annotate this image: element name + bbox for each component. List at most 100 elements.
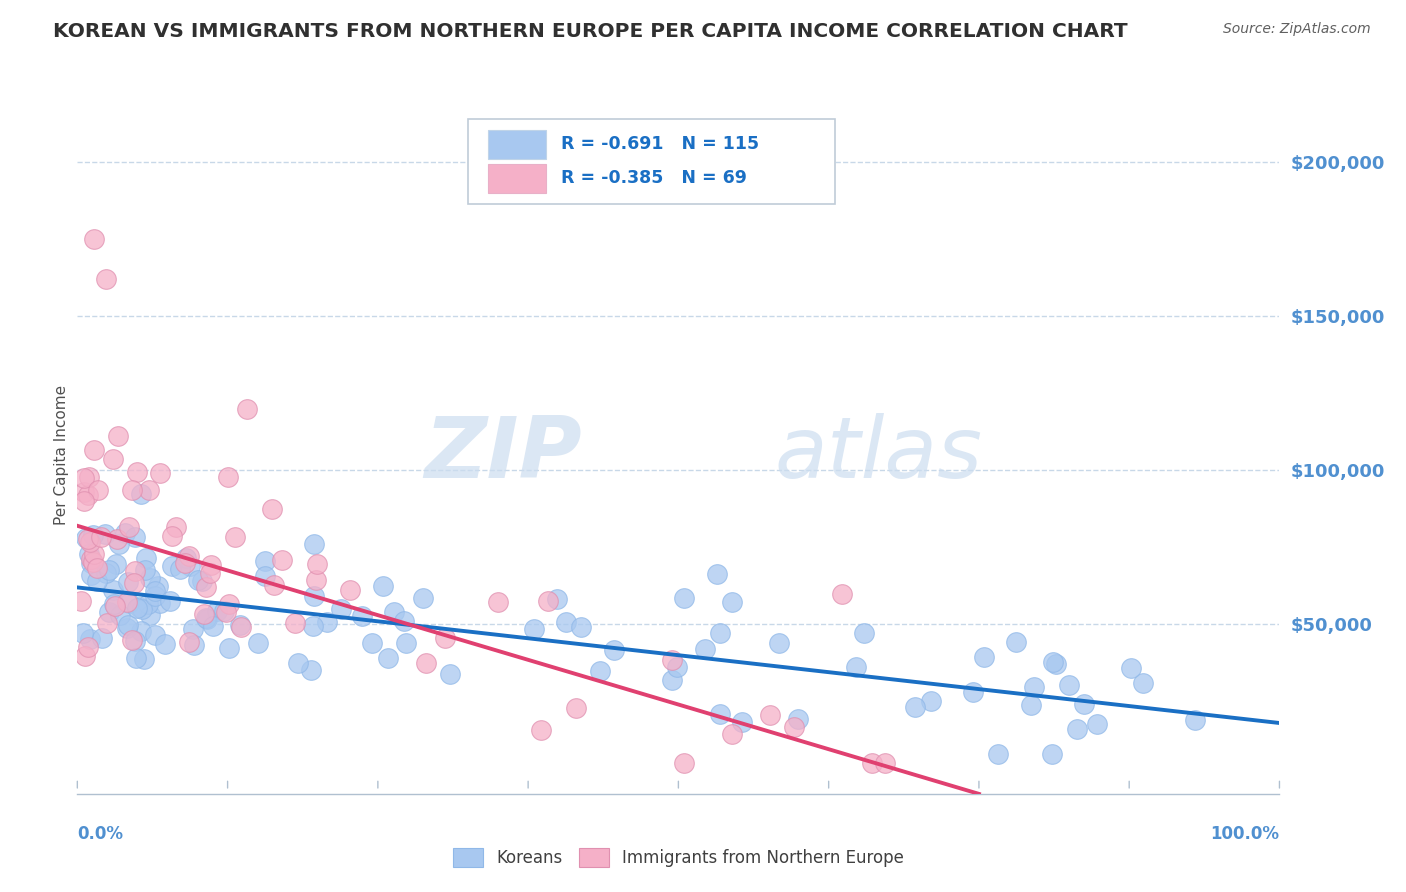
Point — [104, 599, 127, 614]
Point — [661, 652, 683, 666]
Point — [179, 558, 201, 573]
Point — [70, 594, 93, 608]
Point — [721, 595, 744, 609]
Point — [82, 555, 104, 569]
Point — [128, 600, 150, 615]
Point — [79, 567, 101, 582]
Point — [169, 562, 191, 576]
Point — [80, 551, 103, 566]
Point — [194, 611, 217, 625]
Point — [247, 636, 270, 650]
Point — [1040, 747, 1063, 761]
Point — [105, 557, 128, 571]
Point — [706, 567, 728, 582]
Point — [1066, 722, 1088, 736]
Point — [98, 563, 121, 577]
Point — [118, 520, 141, 534]
Point — [101, 452, 124, 467]
Point — [75, 531, 97, 545]
Text: ZIP: ZIP — [425, 413, 582, 497]
Point — [193, 607, 215, 621]
Point — [263, 578, 285, 592]
Text: KOREAN VS IMMIGRANTS FROM NORTHERN EUROPE PER CAPITA INCOME CORRELATION CHART: KOREAN VS IMMIGRANTS FROM NORTHERN EUROP… — [53, 22, 1128, 41]
Point — [860, 756, 883, 770]
Point — [165, 520, 187, 534]
Point — [176, 550, 198, 565]
Point — [962, 685, 984, 699]
Text: atlas: atlas — [775, 413, 983, 497]
Point — [136, 597, 159, 611]
Point — [97, 605, 120, 619]
Point — [121, 633, 143, 648]
Point — [382, 605, 405, 619]
Point — [212, 604, 235, 618]
Point — [202, 619, 225, 633]
Point — [661, 673, 683, 687]
Point — [131, 487, 153, 501]
Point — [720, 727, 742, 741]
Point — [284, 615, 307, 630]
Point — [304, 590, 326, 604]
Point — [329, 602, 352, 616]
Point — [118, 596, 141, 610]
Point — [235, 401, 257, 416]
Point — [131, 602, 153, 616]
FancyBboxPatch shape — [488, 164, 546, 193]
Point — [1057, 678, 1080, 692]
Point — [191, 574, 214, 588]
Point — [569, 620, 592, 634]
Point — [218, 641, 240, 656]
Point — [302, 536, 325, 550]
Point — [73, 493, 96, 508]
Text: Source: ZipAtlas.com: Source: ZipAtlas.com — [1223, 22, 1371, 37]
Point — [181, 622, 204, 636]
Point — [108, 537, 131, 551]
Point — [121, 483, 143, 498]
Point — [530, 723, 553, 738]
Point — [183, 638, 205, 652]
Point — [125, 651, 148, 665]
Point — [845, 660, 868, 674]
Point — [73, 471, 96, 485]
Point — [79, 632, 101, 647]
Point — [1184, 714, 1206, 728]
Point — [253, 554, 276, 568]
Point — [138, 483, 160, 497]
Point — [149, 596, 172, 610]
Point — [218, 598, 240, 612]
Point — [103, 597, 125, 611]
Legend: Koreans, Immigrants from Northern Europe: Koreans, Immigrants from Northern Europe — [446, 841, 911, 873]
Point — [96, 272, 118, 286]
Point — [231, 620, 253, 634]
Point — [564, 701, 586, 715]
Point — [665, 660, 688, 674]
Point — [200, 558, 222, 572]
Point — [83, 547, 105, 561]
Point — [305, 573, 328, 587]
Point — [439, 667, 461, 681]
Point — [82, 528, 104, 542]
Point — [1019, 698, 1042, 713]
Point — [108, 607, 131, 622]
Point — [224, 530, 246, 544]
Point — [307, 557, 329, 571]
Point — [177, 635, 200, 649]
Point — [115, 594, 138, 608]
Point — [132, 652, 155, 666]
Point — [124, 530, 146, 544]
Point — [1073, 697, 1095, 711]
Point — [205, 604, 228, 618]
Point — [315, 615, 337, 629]
Point — [79, 535, 101, 549]
Point — [160, 559, 183, 574]
Text: 100.0%: 100.0% — [1211, 825, 1279, 843]
Point — [159, 594, 181, 608]
Point — [149, 466, 172, 480]
Point — [139, 571, 162, 585]
Point — [117, 575, 139, 590]
Point — [270, 553, 292, 567]
Point — [415, 657, 437, 671]
Point — [377, 650, 399, 665]
Point — [1132, 675, 1154, 690]
Text: R = -0.385   N = 69: R = -0.385 N = 69 — [561, 169, 747, 187]
